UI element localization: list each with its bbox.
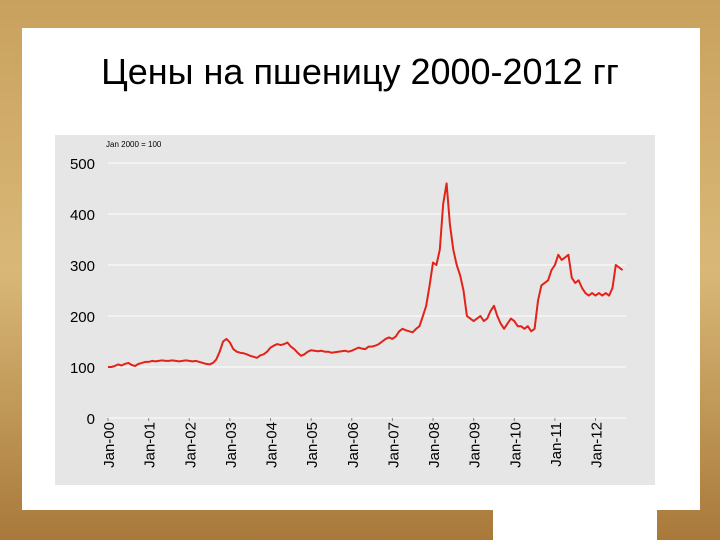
x-tick-label: Jan-09 (467, 422, 484, 468)
x-tick-label: Jan-02 (182, 422, 199, 468)
x-tick-label: Jan-11 (548, 422, 565, 467)
y-tick-label: 100 (70, 360, 95, 377)
y-tick-label: 500 (70, 156, 95, 173)
plot-area (55, 135, 655, 485)
x-tick-label: Jan-04 (264, 422, 281, 468)
y-tick-label: 200 (70, 309, 95, 326)
x-tick-label: Jan-07 (385, 422, 402, 468)
x-tick-label: Jan-00 (101, 422, 118, 468)
x-tick-label: Jan-05 (304, 422, 321, 468)
x-tick-label: Jan-10 (507, 422, 524, 468)
x-tick-label: Jan-12 (589, 422, 606, 468)
y-tick-label: 0 (87, 411, 95, 428)
chart-subtitle: Jan 2000 = 100 (106, 140, 162, 149)
y-tick-label: 300 (70, 258, 95, 275)
plot: 0 100 200 300 400 500 Jan-00 Jan-01 Jan-02 Jan-03… (70, 156, 626, 468)
x-tick-label: Jan-01 (142, 422, 159, 468)
x-tick-label: Jan-08 (426, 422, 443, 468)
x-tick-label: Jan-06 (345, 422, 362, 468)
y-tick-label: 400 (70, 207, 95, 224)
series-line (108, 182, 624, 368)
x-tick-label: Jan-03 (223, 422, 240, 468)
chart-title: Цены на пшеницу 2000-2012 гг (101, 51, 619, 92)
